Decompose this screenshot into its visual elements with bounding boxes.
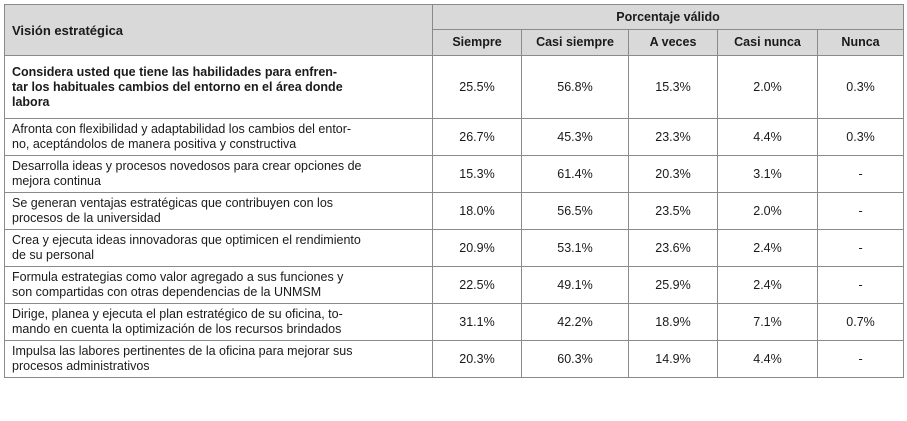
cell-casi-nunca: 4.4% <box>717 340 818 378</box>
table-header: Visión estratégica Porcentaje válido Sie… <box>4 4 905 56</box>
cell-siempre: 31.1% <box>432 303 522 341</box>
column-header-casi-siempre: Casi siempre <box>521 29 629 56</box>
cell-siempre: 20.9% <box>432 229 522 267</box>
column-header-siempre: Siempre <box>432 29 522 56</box>
table-row: Crea y ejecuta ideas innovadoras que opt… <box>4 229 905 267</box>
row-label: Considera usted que tiene las habilidade… <box>4 55 433 119</box>
cell-casi-nunca: 2.4% <box>717 229 818 267</box>
table-row: Se generan ventajas estratégicas que con… <box>4 192 905 230</box>
column-header-a-veces: A veces <box>628 29 718 56</box>
cell-siempre: 22.5% <box>432 266 522 304</box>
cell-casi-siempre: 42.2% <box>521 303 629 341</box>
table-row: Impulsa las labores pertinentes de la of… <box>4 340 905 378</box>
table-row: Dirige, planea y ejecuta el plan estraté… <box>4 303 905 341</box>
column-header-nunca: Nunca <box>816 29 905 56</box>
cell-nunca: 0.7% <box>816 303 905 341</box>
cell-a-veces: 25.9% <box>628 266 718 304</box>
row-label: Afronta con flexibilidad y adaptabilidad… <box>4 118 433 156</box>
cell-casi-siempre: 61.4% <box>521 155 629 193</box>
row-label: Dirige, planea y ejecuta el plan estraté… <box>4 303 433 341</box>
cell-casi-nunca: 2.0% <box>717 192 818 230</box>
column-header-casi-nunca: Casi nunca <box>717 29 818 56</box>
cell-casi-siempre: 56.8% <box>521 55 629 119</box>
cell-nunca: - <box>816 229 905 267</box>
table-row: Desarrolla ideas y procesos novedosos pa… <box>4 155 905 193</box>
row-label-header: Visión estratégica <box>4 4 433 56</box>
group-header: Porcentaje válido <box>431 4 905 30</box>
cell-nunca: - <box>816 192 905 230</box>
row-label: Crea y ejecuta ideas innovadoras que opt… <box>4 229 433 267</box>
cell-a-veces: 23.6% <box>628 229 718 267</box>
cell-nunca: - <box>816 266 905 304</box>
cell-siempre: 26.7% <box>432 118 522 156</box>
cell-siempre: 15.3% <box>432 155 522 193</box>
cell-nunca: 0.3% <box>816 55 905 119</box>
cell-casi-nunca: 2.4% <box>717 266 818 304</box>
cell-casi-nunca: 4.4% <box>717 118 818 156</box>
cell-a-veces: 23.3% <box>628 118 718 156</box>
cell-a-veces: 14.9% <box>628 340 718 378</box>
table-row: Afronta con flexibilidad y adaptabilidad… <box>4 118 905 156</box>
cell-casi-siempre: 56.5% <box>521 192 629 230</box>
row-label: Formula estrategias como valor agregado … <box>4 266 433 304</box>
cell-casi-nunca: 2.0% <box>717 55 818 119</box>
cell-nunca: - <box>816 340 905 378</box>
row-label: Se generan ventajas estratégicas que con… <box>4 192 433 230</box>
cell-a-veces: 18.9% <box>628 303 718 341</box>
cell-a-veces: 23.5% <box>628 192 718 230</box>
row-label: Impulsa las labores pertinentes de la of… <box>4 340 433 378</box>
cell-casi-siempre: 49.1% <box>521 266 629 304</box>
table-body: Considera usted que tiene las habilidade… <box>4 55 905 378</box>
table-row: Formula estrategias como valor agregado … <box>4 266 905 304</box>
cell-a-veces: 20.3% <box>628 155 718 193</box>
cell-casi-nunca: 3.1% <box>717 155 818 193</box>
cell-nunca: 0.3% <box>816 118 905 156</box>
cell-a-veces: 15.3% <box>628 55 718 119</box>
cell-nunca: - <box>816 155 905 193</box>
table-row: Considera usted que tiene las habilidade… <box>4 55 905 119</box>
cell-casi-nunca: 7.1% <box>717 303 818 341</box>
vision-estrategica-table: Visión estratégica Porcentaje válido Sie… <box>4 4 905 378</box>
row-label: Desarrolla ideas y procesos novedosos pa… <box>4 155 433 193</box>
table-container: Visión estratégica Porcentaje válido Sie… <box>4 4 905 378</box>
cell-siempre: 25.5% <box>432 55 522 119</box>
cell-casi-siempre: 45.3% <box>521 118 629 156</box>
cell-casi-siempre: 60.3% <box>521 340 629 378</box>
cell-siempre: 18.0% <box>432 192 522 230</box>
cell-siempre: 20.3% <box>432 340 522 378</box>
cell-casi-siempre: 53.1% <box>521 229 629 267</box>
